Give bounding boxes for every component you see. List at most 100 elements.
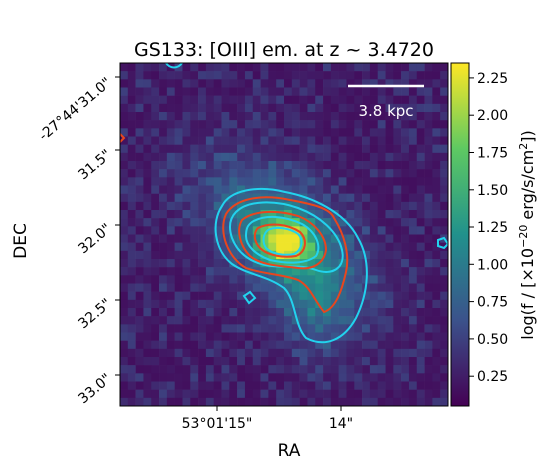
heatmap-pixel <box>120 71 129 80</box>
heatmap-pixel <box>284 299 293 309</box>
heatmap-pixel <box>315 128 324 137</box>
heatmap-pixel <box>346 152 355 162</box>
heatmap-pixel <box>299 71 308 80</box>
heatmap-pixel <box>221 71 230 80</box>
heatmap-pixel <box>432 267 441 276</box>
heatmap-pixel <box>299 128 308 137</box>
heatmap-pixel <box>229 259 238 268</box>
heatmap-pixel <box>229 365 238 374</box>
heatmap-pixel <box>182 87 191 96</box>
heatmap-pixel <box>354 128 363 137</box>
heatmap-pixel <box>198 365 207 374</box>
heatmap-pixel <box>432 283 441 292</box>
colorbar-tick-label: 2.25 <box>477 71 508 87</box>
heatmap-pixel <box>299 291 308 301</box>
heatmap-pixel <box>385 112 394 121</box>
heatmap-pixel <box>166 71 175 80</box>
heatmap-pixel <box>369 152 379 162</box>
heatmap-pixel <box>198 79 207 88</box>
heatmap-pixel <box>268 71 277 80</box>
heatmap-pixel <box>401 381 410 390</box>
heatmap-pixel <box>159 340 168 350</box>
heatmap-pixel <box>307 120 316 129</box>
heatmap-pixel <box>369 373 379 382</box>
heatmap-pixel <box>151 308 160 317</box>
heatmap-pixel <box>416 152 425 162</box>
heatmap-pixel <box>260 71 269 80</box>
heatmap-pixel <box>237 177 246 186</box>
heatmap-pixel <box>166 381 175 390</box>
heatmap-pixel <box>408 316 418 325</box>
heatmap-pixel <box>166 169 175 178</box>
heatmap-pixel <box>393 120 402 129</box>
heatmap-pixel <box>432 308 441 317</box>
heatmap-pixel <box>369 136 379 145</box>
heatmap-pixel <box>276 112 285 121</box>
heatmap-pixel <box>120 136 129 145</box>
heatmap-pixel <box>198 308 207 317</box>
heatmap-pixel <box>377 242 386 252</box>
heatmap-pixel <box>346 389 355 399</box>
heatmap-pixel <box>221 144 230 154</box>
heatmap-pixel <box>369 267 379 276</box>
heatmap-pixel <box>268 226 277 235</box>
heatmap-pixel <box>369 234 379 243</box>
heatmap-pixel <box>330 136 339 145</box>
heatmap-pixel <box>362 193 371 203</box>
heatmap-pixel <box>135 112 144 121</box>
heatmap-pixel <box>143 144 152 154</box>
heatmap-pixel <box>268 291 277 301</box>
heatmap-pixel <box>127 381 136 390</box>
heatmap-pixel <box>260 144 269 154</box>
heatmap-pixel <box>307 283 316 292</box>
heatmap-pixel <box>120 357 129 366</box>
heatmap-pixel <box>237 397 246 406</box>
heatmap-pixel <box>237 128 246 137</box>
heatmap-pixel <box>244 389 254 399</box>
heatmap-pixel <box>346 324 355 333</box>
heatmap <box>120 63 448 406</box>
heatmap-pixel <box>393 250 402 260</box>
heatmap-pixel <box>221 128 230 137</box>
heatmap-pixel <box>408 152 418 162</box>
heatmap-pixel <box>385 381 394 390</box>
heatmap-pixel <box>323 169 332 178</box>
heatmap-pixel <box>408 128 418 137</box>
heatmap-pixel <box>135 348 144 358</box>
heatmap-pixel <box>237 340 246 350</box>
heatmap-pixel <box>369 95 379 105</box>
heatmap-pixel <box>205 259 215 268</box>
heatmap-pixel <box>213 128 222 137</box>
heatmap-pixel <box>323 152 332 162</box>
heatmap-pixel <box>385 63 394 72</box>
heatmap-pixel <box>244 373 254 382</box>
heatmap-pixel <box>213 136 222 145</box>
heatmap-pixel <box>346 283 355 292</box>
heatmap-pixel <box>190 397 199 406</box>
heatmap-pixel <box>237 283 246 292</box>
heatmap-pixel <box>362 112 371 121</box>
heatmap-pixel <box>268 357 277 366</box>
heatmap-pixel <box>127 365 136 374</box>
heatmap-pixel <box>284 144 293 154</box>
heatmap-pixel <box>299 259 308 268</box>
heatmap-pixel <box>330 234 339 243</box>
x-tick-label-0: 53°01'15" <box>182 416 253 432</box>
heatmap-pixel <box>135 234 144 243</box>
heatmap-pixel <box>354 389 363 399</box>
heatmap-pixel <box>362 250 371 260</box>
heatmap-pixel <box>135 63 144 72</box>
heatmap-pixel <box>377 308 386 317</box>
colorbar-label-square: 2 <box>517 143 530 150</box>
heatmap-pixel <box>143 283 152 292</box>
heatmap-pixel <box>299 161 308 170</box>
heatmap-pixel <box>307 185 316 194</box>
heatmap-pixel <box>244 397 254 406</box>
heatmap-pixel <box>252 103 261 113</box>
colorbar-label-unit: erg/s/cm <box>518 150 537 225</box>
heatmap-pixel <box>127 357 136 366</box>
heatmap-pixel <box>182 332 191 341</box>
heatmap-pixel <box>330 193 339 203</box>
heatmap-pixel <box>229 169 238 178</box>
heatmap-pixel <box>166 234 175 243</box>
